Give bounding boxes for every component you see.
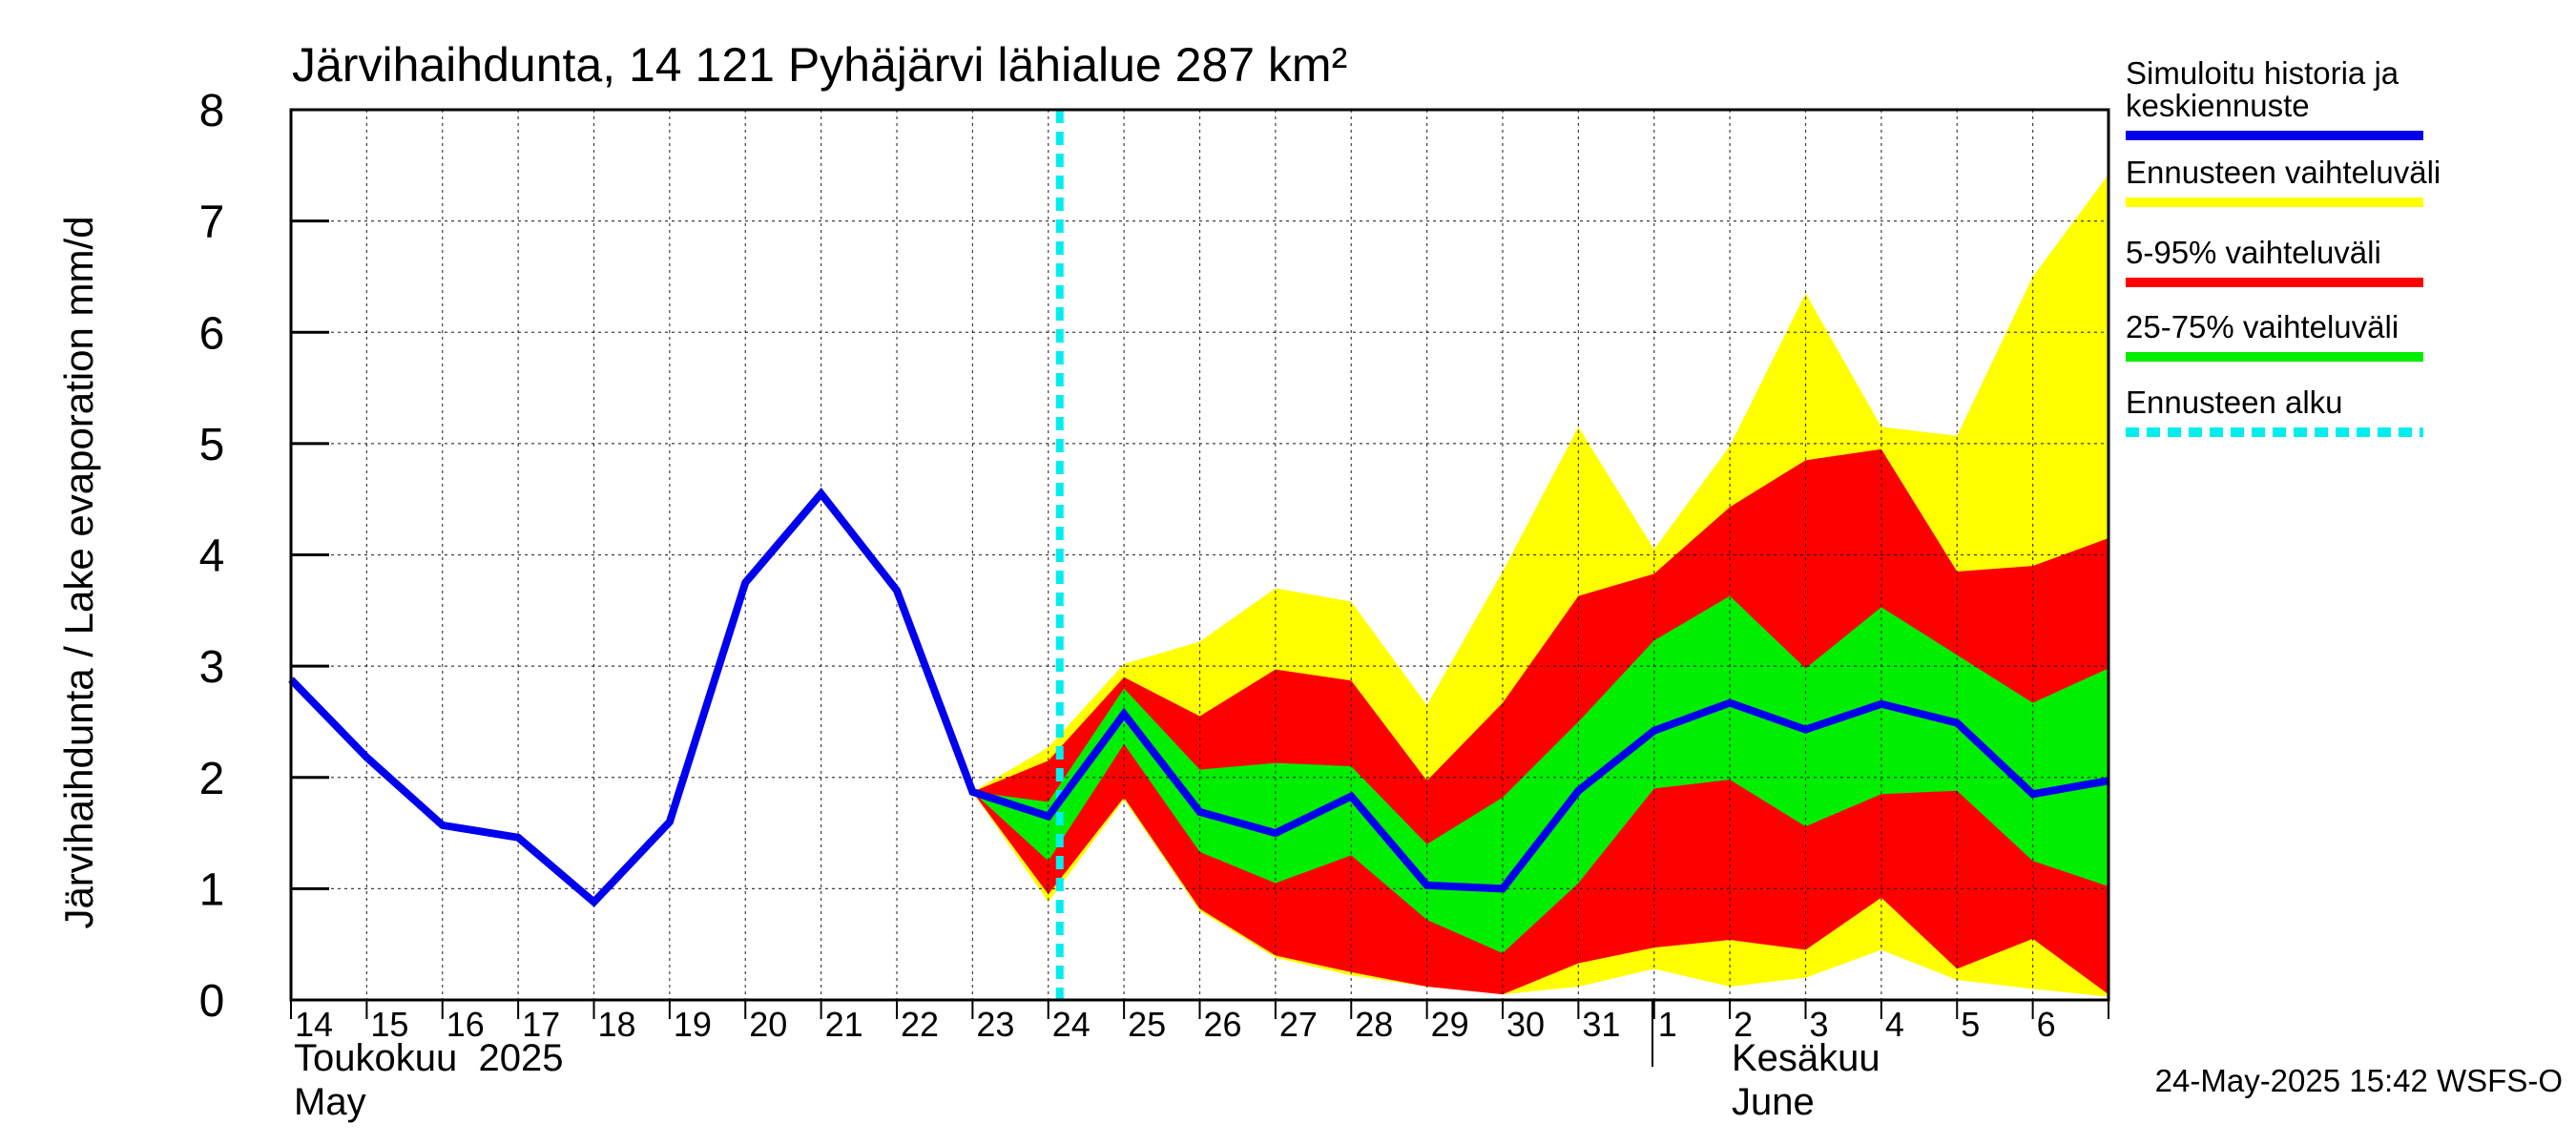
legend-label: 5-95% vaihteluväli xyxy=(2126,235,2381,270)
y-tick-label: 6 xyxy=(199,308,225,359)
legend-label: 25-75% vaihteluväli xyxy=(2126,309,2399,344)
month-label-june-en: June xyxy=(1732,1081,1815,1123)
x-tick-label: 21 xyxy=(825,1005,863,1044)
x-tick-label: 20 xyxy=(749,1005,787,1044)
y-tick-label: 2 xyxy=(199,754,225,804)
x-tick-label: 23 xyxy=(976,1005,1014,1044)
month-label-may-fi: Toukokuu 2025 xyxy=(294,1037,563,1079)
x-tick-label: 18 xyxy=(598,1005,636,1044)
series-lines xyxy=(288,110,2109,1000)
x-tick-label: 15 xyxy=(370,1005,408,1044)
y-tick-label: 8 xyxy=(199,86,225,136)
month-label-june-fi: Kesäkuu xyxy=(1732,1037,1880,1079)
x-tick-label: 27 xyxy=(1279,1005,1318,1044)
y-tick-label: 5 xyxy=(199,420,225,470)
x-tick-label: 24 xyxy=(1052,1005,1091,1044)
month-label-may-en: May xyxy=(294,1081,366,1123)
x-tick-label: 29 xyxy=(1431,1005,1469,1044)
x-tick-label: 17 xyxy=(522,1005,560,1044)
x-tick-label: 2 xyxy=(1734,1005,1753,1044)
x-tick-label: 31 xyxy=(1582,1005,1620,1044)
y-tick-label: 0 xyxy=(199,976,225,1027)
footer-timestamp: 24-May-2025 15:42 WSFS-O xyxy=(2155,1063,2563,1098)
legend-label: Simuloitu historia ja xyxy=(2126,55,2399,91)
x-tick-label: 4 xyxy=(1885,1005,1904,1044)
y-tick-label: 7 xyxy=(199,198,225,248)
x-tick-label: 5 xyxy=(1961,1005,1980,1044)
legend-label: Ennusteen alku xyxy=(2126,385,2343,420)
x-axis: 14 15 16 17 18 19 20 21 22 23 24 25 26 27 28 29 30 31 1 2 3 4… xyxy=(290,1000,2109,1044)
forecast-bands xyxy=(972,174,2109,997)
y-axis: 0 1 2 3 4 5 6 7 8 xyxy=(199,86,329,1027)
y-tick-label: 3 xyxy=(199,642,225,693)
x-tick-label: 25 xyxy=(1128,1005,1166,1044)
x-tick-label: 6 xyxy=(2037,1005,2056,1044)
y-tick-label: 1 xyxy=(199,864,225,915)
legend-label: Ennusteen vaihteluväli xyxy=(2126,155,2441,190)
y-tick-label: 4 xyxy=(199,531,225,582)
x-tick-label: 14 xyxy=(295,1005,333,1044)
x-tick-label: 1 xyxy=(1658,1005,1677,1044)
x-tick-label: 3 xyxy=(1810,1005,1829,1044)
x-tick-label: 22 xyxy=(901,1005,939,1044)
x-tick-label: 16 xyxy=(447,1005,485,1044)
x-tick-label: 19 xyxy=(674,1005,712,1044)
band-3 xyxy=(972,595,2109,954)
legend-label: keskiennuste xyxy=(2126,88,2310,123)
y-axis-label: Järvihaihdunta / Lake evaporation mm/d xyxy=(56,216,101,928)
x-tick-label: 26 xyxy=(1204,1005,1242,1044)
grid-lines xyxy=(291,110,2109,1000)
x-tick-label: 28 xyxy=(1355,1005,1393,1044)
x-tick-label: 30 xyxy=(1506,1005,1545,1044)
median-line xyxy=(288,488,2109,907)
chart-title: Järvihaihdunta, 14 121 Pyhäjärvi lähialu… xyxy=(292,38,1347,92)
